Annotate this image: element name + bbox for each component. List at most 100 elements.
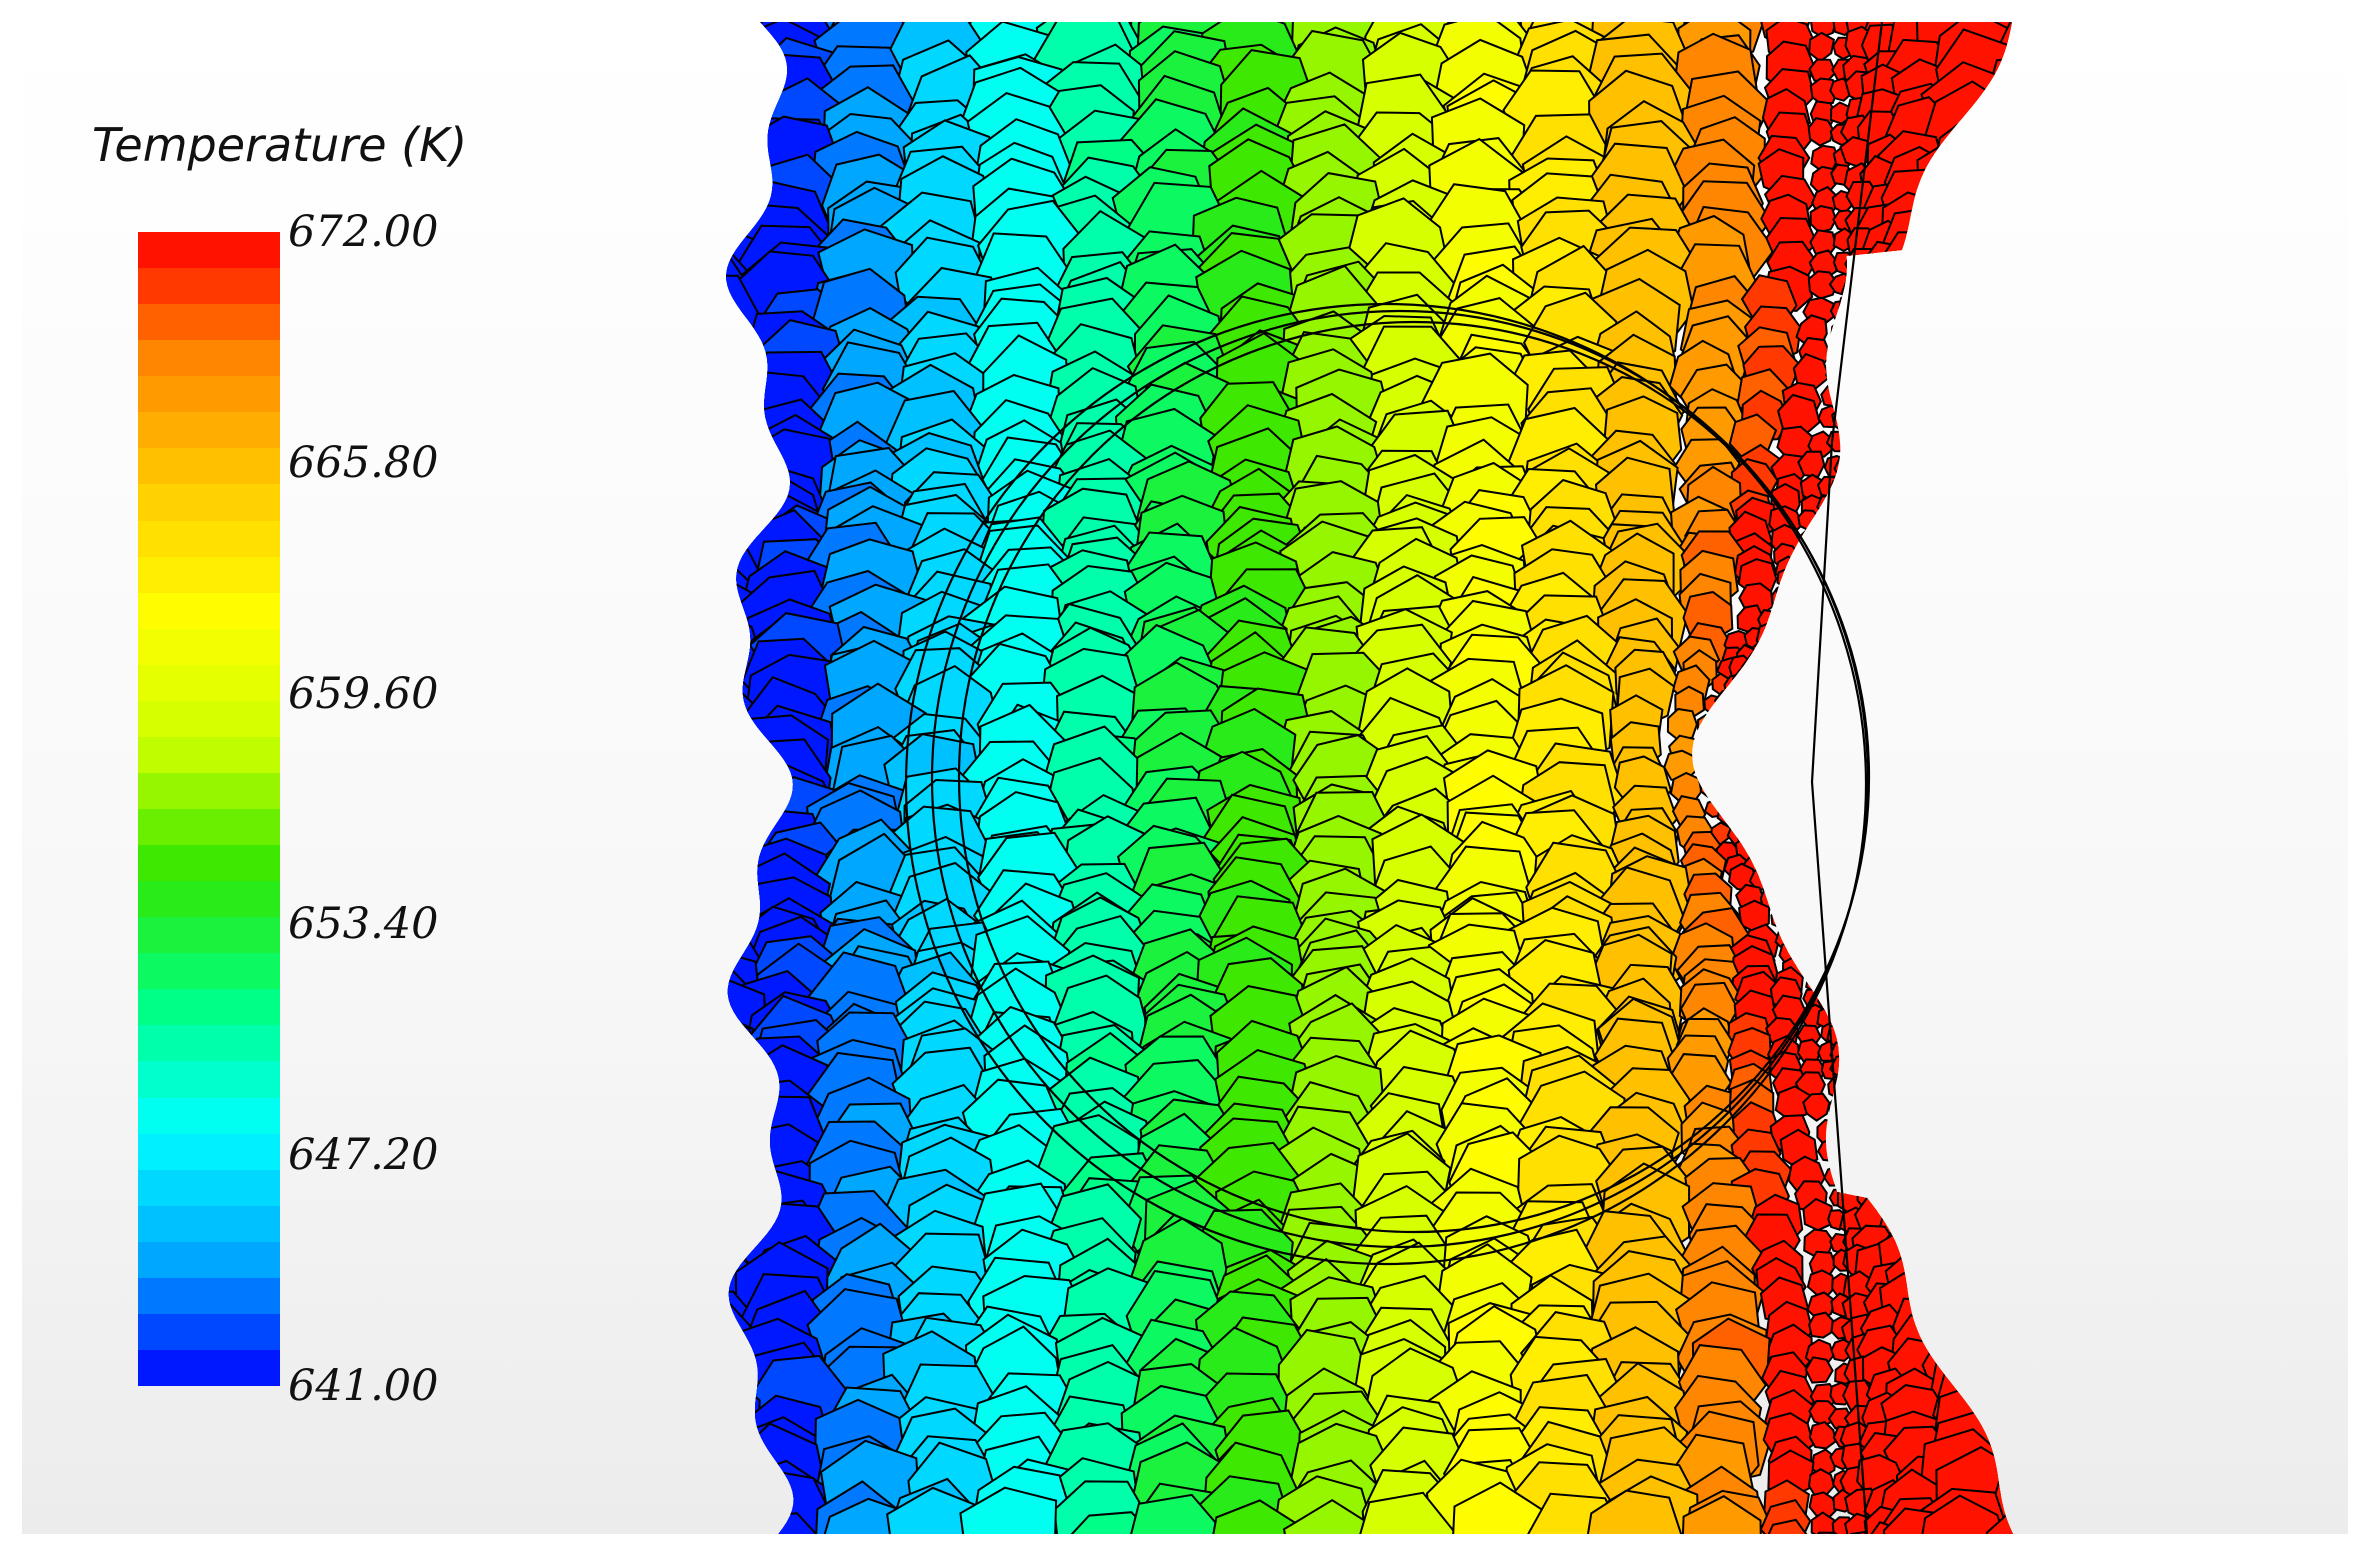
mesh-cell (1851, 354, 1892, 392)
mesh-cell (1856, 443, 1901, 487)
mesh-cell (1902, 1159, 1979, 1232)
mesh-cell (1841, 760, 1913, 843)
mesh-cell (1843, 818, 1913, 882)
mesh-cell (726, 722, 774, 829)
mesh-cell (1869, 464, 1918, 512)
mesh-cell (1853, 310, 1895, 354)
mesh-cell (1946, 769, 2014, 870)
colorbar-band (138, 232, 280, 269)
mesh-cell (726, 1086, 764, 1180)
mesh-cell (1878, 521, 1929, 573)
mesh-cell (1777, 611, 1826, 664)
mesh-cell (1913, 1220, 2007, 1315)
mesh-cell (1807, 117, 1835, 147)
legend-tick-3: 659.60 (288, 668, 439, 719)
mesh-cell (1872, 303, 1934, 364)
mesh-cell (1879, 653, 1952, 719)
mesh-cell (726, 1438, 760, 1534)
mesh-cell (1847, 518, 1884, 554)
mesh-cell (1940, 775, 2014, 880)
mesh-cell (1910, 222, 2010, 318)
colorbar-band (138, 1025, 280, 1062)
mesh-cell (1868, 481, 1911, 527)
mesh-cell (1977, 147, 2014, 254)
mesh-cell (1767, 627, 1818, 678)
mesh-cell (1768, 642, 1819, 696)
mesh-cell (1965, 256, 2014, 358)
mesh-cell (1964, 720, 2014, 824)
mesh-cell (1853, 574, 1901, 624)
mesh-cell (1949, 681, 2014, 782)
mesh-cell (1967, 735, 2014, 845)
mesh-cell (1867, 343, 1923, 399)
mesh-cell (1895, 512, 1959, 572)
mesh-cell (726, 398, 774, 498)
mesh-cell (1869, 516, 1917, 564)
mesh-cell (1976, 458, 2014, 551)
mesh-cell (726, 624, 751, 726)
mesh-cell (1836, 944, 1880, 984)
mesh-cell (1981, 53, 2014, 150)
mesh-cell (1939, 449, 2014, 517)
mesh-cell (1774, 840, 1820, 891)
mesh-cell (1898, 1094, 1959, 1162)
mesh-cell (726, 734, 771, 841)
mesh-cell (1881, 792, 1962, 872)
colorbar-band (138, 1205, 280, 1242)
colorbar-band (138, 1133, 280, 1170)
mesh-cell (1829, 494, 1860, 522)
mesh-cell (1858, 416, 1906, 466)
mesh-cell (726, 22, 764, 123)
mesh-cell (1894, 494, 1952, 549)
mesh-cell (726, 1403, 759, 1507)
mesh-cell (1888, 611, 1954, 673)
mesh-cell (1987, 22, 2014, 109)
mesh-cell (1969, 1015, 2014, 1107)
mesh-cell (1905, 390, 1964, 459)
legend-tick-4: 653.40 (288, 899, 439, 950)
mesh-cell (1978, 1501, 2014, 1534)
mesh-cell (1905, 318, 1985, 399)
mesh-cell (1940, 375, 2014, 462)
mesh-cell (726, 877, 747, 983)
mesh-cell (1775, 580, 1802, 611)
mesh-cell (726, 1493, 757, 1534)
mesh-cell (1725, 687, 1764, 730)
mesh-cell (1904, 449, 1969, 511)
mesh-cell (726, 440, 760, 545)
render-viewport[interactable]: Temperature (K) 672.00 665.80 659.60 653… (22, 22, 2348, 1534)
mesh-cell (1927, 825, 2014, 913)
mesh-cell (1855, 1069, 1896, 1111)
mesh-cell (1750, 838, 1786, 875)
mesh-cell (1898, 1121, 1969, 1193)
mesh-cell (1878, 585, 1938, 645)
mesh-cell (1781, 593, 1827, 636)
mesh-cell (1872, 535, 1921, 586)
mesh-cell (726, 415, 768, 513)
mesh-cell (726, 809, 768, 915)
mesh-cell (1946, 802, 2014, 892)
mesh-cell (1903, 283, 1986, 367)
mesh-cell (1809, 204, 1838, 234)
colorbar-band (138, 809, 280, 846)
mesh-cell (1901, 1138, 1977, 1212)
mesh-cell (1802, 1092, 1831, 1122)
mesh-cell (1761, 1518, 1811, 1534)
mesh-cell (1693, 756, 1715, 779)
colorbar-band (138, 484, 280, 521)
mesh-cell (1994, 499, 2014, 597)
mesh-cell (1896, 1029, 1950, 1083)
colorbar-band (138, 556, 280, 593)
mesh-cell (1937, 1108, 2014, 1193)
colorbar-band (138, 1313, 280, 1350)
mesh-cell (1952, 339, 2014, 429)
mesh-cell (1846, 840, 1904, 907)
mesh-cell (1955, 304, 2014, 396)
mesh-cell (726, 140, 767, 239)
colorbar-band (138, 340, 280, 377)
mesh-cell (726, 1172, 759, 1271)
mesh-cell (1972, 466, 2014, 563)
mesh-cell (1962, 995, 2014, 1090)
interface-line (1810, 22, 1884, 1534)
mesh-cell (1833, 1067, 1863, 1101)
